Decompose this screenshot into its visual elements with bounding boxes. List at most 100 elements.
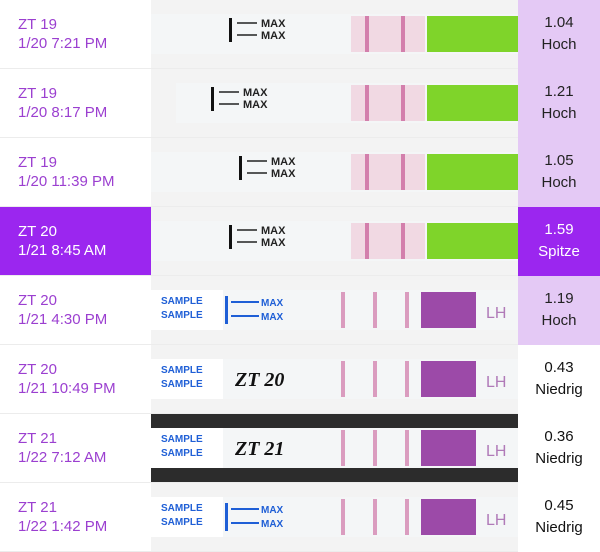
cycle-day: ZT 19 bbox=[18, 16, 57, 33]
result-badge: 0.36 Niedrig bbox=[518, 414, 600, 483]
row-divider bbox=[0, 68, 518, 69]
result-level: Hoch bbox=[541, 105, 577, 122]
result-line bbox=[373, 499, 377, 535]
result-level: Hoch bbox=[541, 312, 577, 329]
strip-cap bbox=[427, 154, 518, 190]
test-row[interactable]: ZT 19 1/20 11:39 PM MAX MAX 1.05 Hoch bbox=[0, 138, 600, 207]
strip-sample-label: SAMPLE bbox=[161, 296, 203, 307]
strip-sample-label: SAMPLE bbox=[161, 365, 203, 376]
test-datetime: 1/21 8:45 AM bbox=[18, 242, 107, 259]
cycle-day: ZT 19 bbox=[18, 85, 57, 102]
test-label: ZT 20 1/21 10:49 PM bbox=[0, 345, 151, 414]
row-divider bbox=[0, 344, 518, 345]
strip-photo[interactable]: SAMPLE SAMPLE MAX MAX LH bbox=[151, 483, 518, 552]
result-line bbox=[401, 85, 405, 121]
result-line bbox=[365, 154, 369, 190]
test-row[interactable]: ZT 20 1/21 10:49 PM SAMPLE SAMPLE ZT 20 LH 0.4… bbox=[0, 345, 600, 414]
strip-cap bbox=[427, 85, 518, 121]
result-value: 0.43 bbox=[544, 359, 574, 376]
result-badge: 0.45 Niedrig bbox=[518, 483, 600, 552]
test-row[interactable]: ZT 19 1/20 8:17 PM MAX MAX 1.21 Hoch bbox=[0, 69, 600, 138]
test-label: ZT 19 1/20 11:39 PM bbox=[0, 138, 151, 207]
max-line bbox=[239, 156, 242, 180]
result-window bbox=[351, 154, 425, 190]
result-line bbox=[405, 292, 409, 328]
strip-edge-label: LH bbox=[486, 305, 506, 322]
result-line bbox=[341, 361, 345, 397]
strip-photo[interactable]: MAX MAX bbox=[151, 207, 518, 276]
result-line bbox=[401, 16, 405, 52]
result-value: 1.21 bbox=[544, 83, 574, 100]
max-line bbox=[225, 503, 228, 531]
strip-photo[interactable]: MAX MAX bbox=[151, 138, 518, 207]
test-row[interactable]: ZT 21 1/22 7:12 AM SAMPLE SAMPLE ZT 21 LH 0.36… bbox=[0, 414, 600, 483]
strip-photo[interactable]: SAMPLE SAMPLE ZT 21 LH bbox=[151, 414, 518, 483]
strip-max-label: MAX bbox=[243, 87, 268, 99]
cycle-day: ZT 19 bbox=[18, 154, 57, 171]
strip-pad bbox=[421, 430, 476, 466]
result-badge: 1.59 Spitze bbox=[518, 207, 600, 276]
strip-max-label: MAX bbox=[271, 156, 296, 168]
test-label: ZT 19 1/20 8:17 PM bbox=[0, 69, 151, 138]
result-line bbox=[341, 292, 345, 328]
result-value: 0.45 bbox=[544, 497, 574, 514]
test-label: ZT 20 1/21 4:30 PM bbox=[0, 276, 151, 345]
sample-area bbox=[151, 359, 223, 399]
result-level: Niedrig bbox=[535, 519, 583, 536]
strip-sample-label: SAMPLE bbox=[161, 503, 203, 514]
test-datetime: 1/20 11:39 PM bbox=[18, 173, 115, 190]
strip-max-label: MAX bbox=[261, 298, 284, 309]
result-value: 1.05 bbox=[544, 152, 574, 169]
strip-max-label: MAX bbox=[271, 168, 296, 180]
strip-pad bbox=[421, 499, 476, 535]
result-line bbox=[405, 361, 409, 397]
result-window bbox=[351, 85, 425, 121]
strip-photo[interactable]: MAX MAX bbox=[151, 0, 518, 69]
result-line bbox=[373, 361, 377, 397]
result-level: Niedrig bbox=[535, 450, 583, 467]
strip-photo[interactable]: MAX MAX bbox=[151, 69, 518, 138]
row-divider bbox=[0, 275, 518, 276]
sample-area bbox=[151, 497, 223, 537]
strip-max-label: MAX bbox=[261, 30, 286, 42]
strip-sample-label: SAMPLE bbox=[161, 379, 203, 390]
strip-sample-label: SAMPLE bbox=[161, 434, 203, 445]
result-level: Niedrig bbox=[535, 381, 583, 398]
strip-max-label: MAX bbox=[261, 519, 284, 530]
strip-edge-label: LH bbox=[486, 512, 506, 529]
test-row[interactable]: ZT 21 1/22 1:42 PM SAMPLE SAMPLE MAX MAX LH 0.4… bbox=[0, 483, 600, 552]
strip-edge-label: LH bbox=[486, 443, 506, 460]
result-window bbox=[351, 16, 425, 52]
strip-max-label: MAX bbox=[243, 99, 268, 111]
result-value: 0.36 bbox=[544, 428, 574, 445]
row-divider bbox=[0, 137, 518, 138]
result-level: Hoch bbox=[541, 174, 577, 191]
handwritten-mark: ZT 21 bbox=[234, 438, 284, 460]
strip-max-label: MAX bbox=[261, 505, 284, 516]
result-line bbox=[341, 499, 345, 535]
handwritten-mark: ZT 20 bbox=[234, 369, 284, 391]
test-row[interactable]: ZT 20 1/21 8:45 AM MAX MAX 1.59 Spitze bbox=[0, 207, 600, 276]
result-badge: 1.19 Hoch bbox=[518, 276, 600, 345]
sample-area bbox=[151, 290, 223, 330]
strip-photo[interactable]: SAMPLE SAMPLE MAX MAX LH bbox=[151, 276, 518, 345]
test-datetime: 1/20 8:17 PM bbox=[18, 104, 108, 121]
row-divider bbox=[0, 206, 518, 207]
result-level: Spitze bbox=[538, 243, 580, 260]
strip-max-label: MAX bbox=[261, 312, 284, 323]
max-line bbox=[229, 18, 232, 42]
sample-area bbox=[151, 428, 223, 468]
result-value: 1.59 bbox=[544, 221, 574, 238]
result-badge: 1.05 Hoch bbox=[518, 138, 600, 207]
test-row[interactable]: ZT 19 1/20 7:21 PM MAX MAX 1.04 Hoch bbox=[0, 0, 600, 69]
cycle-day: ZT 20 bbox=[18, 292, 57, 309]
test-label: ZT 21 1/22 7:12 AM bbox=[0, 414, 151, 483]
strip-sample-label: SAMPLE bbox=[161, 310, 203, 321]
result-level: Hoch bbox=[541, 36, 577, 53]
result-window bbox=[351, 223, 425, 259]
test-row[interactable]: ZT 20 1/21 4:30 PM SAMPLE SAMPLE MAX MAX LH 1.1… bbox=[0, 276, 600, 345]
strip-photo[interactable]: SAMPLE SAMPLE ZT 20 LH bbox=[151, 345, 518, 414]
result-line bbox=[401, 154, 405, 190]
test-datetime: 1/22 7:12 AM bbox=[18, 449, 107, 466]
